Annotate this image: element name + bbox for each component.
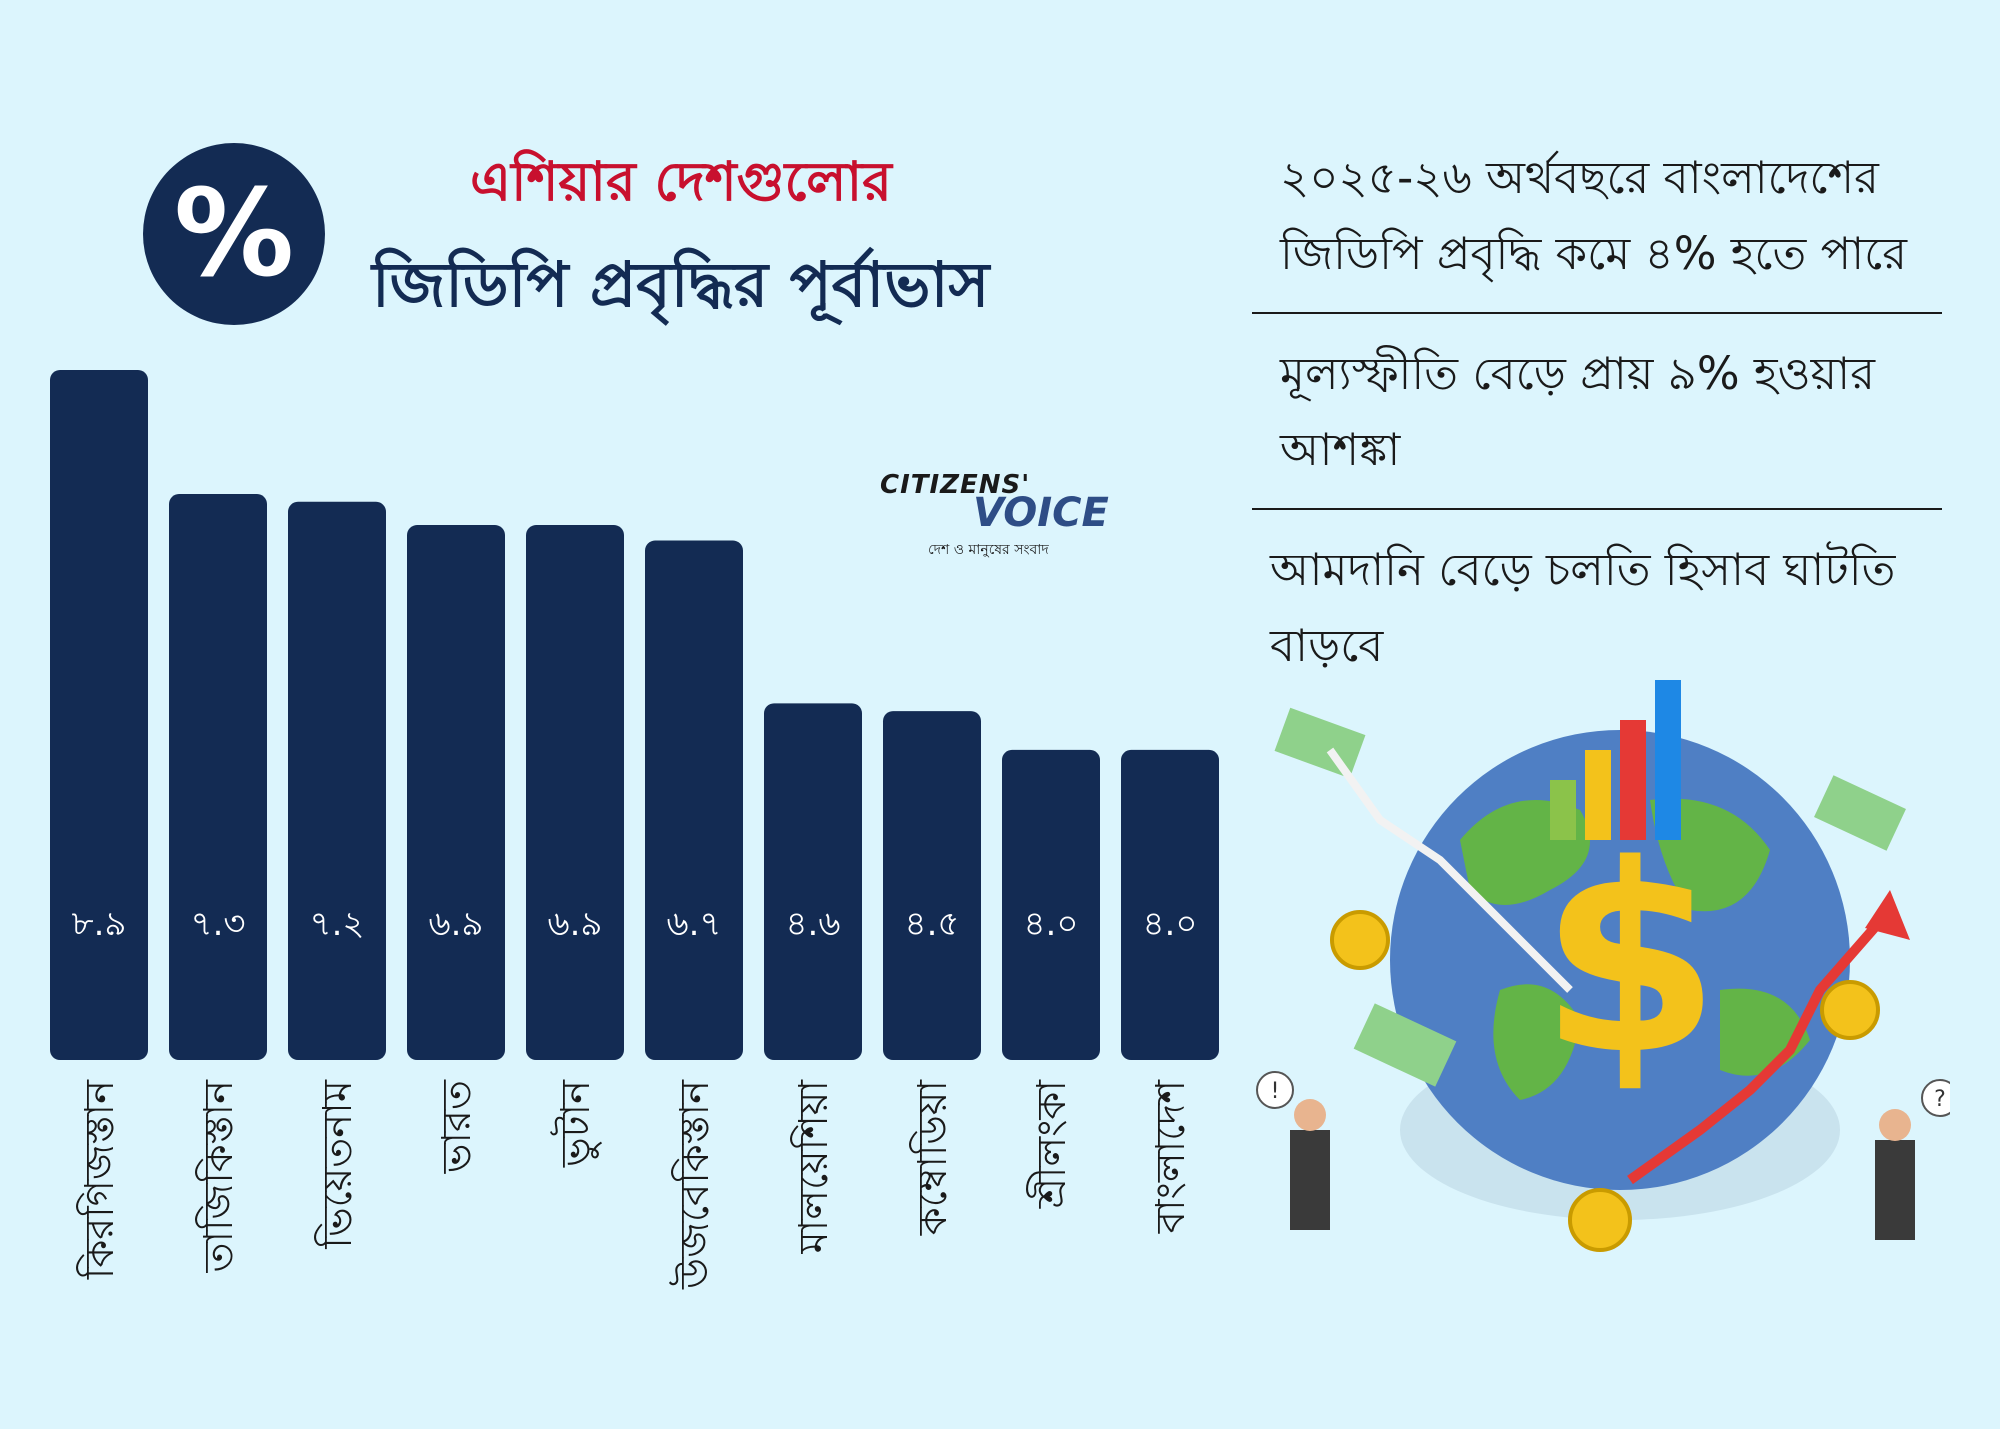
data-label-6: ৬.৭ <box>666 904 721 944</box>
bar-10 <box>1121 749 1219 1060</box>
category-label-3: ভিয়েতনাম <box>314 1079 361 1249</box>
businessman-left-icon <box>1290 1130 1330 1230</box>
coin-icon <box>1568 1188 1632 1252</box>
businessman-right-icon <box>1875 1140 1915 1240</box>
economy-globe-illustration: $ ! ? <box>1256 680 1950 1252</box>
data-label-9: ৪.০ <box>1024 904 1079 944</box>
trend-arrow-down-icon <box>1326 747 1573 993</box>
bar-6 <box>645 540 743 1060</box>
bar-3 <box>288 501 386 1061</box>
exclamation-bubble-icon <box>1256 1071 1294 1109</box>
point-1: ২০২৫-২৬ অর্থবছরে বাংলাদেশের জিডিপি প্রবৃ… <box>1280 151 1908 280</box>
businessman-head-icon <box>1294 1099 1326 1131</box>
citizens-voice-logo: CITIZENS' VOICE দেশ ও মানুষের সংবাদ <box>878 470 1109 560</box>
category-label-2: তাজিকিস্তান <box>195 1079 242 1274</box>
exclamation-icon: ! <box>1271 1079 1280 1104</box>
logo-line1: CITIZENS' <box>880 470 1031 500</box>
businessman-head-icon <box>1879 1109 1911 1141</box>
trend-arrow-up-icon <box>1627 906 1894 1185</box>
title-line2: জিডিপি প্রবৃদ্ধির পূর্বাভাস <box>372 248 990 321</box>
data-label-10: ৪.০ <box>1143 904 1198 944</box>
category-label-1: কিরগিজস্তান <box>76 1079 123 1280</box>
bar-icon <box>1585 750 1611 840</box>
bar-2 <box>169 494 267 1060</box>
bar-8 <box>883 711 981 1060</box>
bar-7 <box>764 703 862 1060</box>
data-label-2: ৭.৩ <box>190 904 245 944</box>
data-label-7: ৪.৬ <box>786 904 841 944</box>
logo-line2: VOICE <box>973 490 1109 536</box>
banknote-icon <box>1353 1003 1457 1087</box>
banknote-icon <box>1274 707 1366 779</box>
category-label-4: ভারত <box>434 1079 480 1174</box>
key-points: ২০২৫-২৬ অর্থবছরে বাংলাদেশের জিডিপি প্রবৃ… <box>1252 140 1942 704</box>
question-icon: ? <box>1934 1087 1946 1112</box>
divider <box>1252 508 1942 510</box>
percent-badge: % <box>143 143 325 325</box>
coin-icon <box>1330 910 1390 970</box>
continent-shape <box>1493 984 1580 1100</box>
data-label-1: ৮.৯ <box>72 904 127 944</box>
arrow-head-icon <box>1865 890 1910 940</box>
bar-icon <box>1655 680 1681 840</box>
coin-icon <box>1820 980 1880 1040</box>
bar-5 <box>526 525 624 1060</box>
question-bubble-icon <box>1921 1079 1950 1117</box>
category-label-7: মালয়েশিয়া <box>790 1079 837 1255</box>
bar-icon <box>1620 720 1646 840</box>
category-label-5: ভুটান <box>550 1079 601 1168</box>
title-line1: এশিয়ার দেশগুলোর <box>470 150 892 213</box>
bar-4 <box>407 525 505 1060</box>
percent-icon: % <box>173 164 295 304</box>
data-label-8: ৪.৫ <box>905 904 960 944</box>
data-label-5: ৬.৯ <box>548 904 603 944</box>
dollar-sign-icon: $ <box>1540 810 1721 1112</box>
point-3: আমদানি বেড়ে চলতি হিসাব ঘাটতি বাড়বে <box>1270 543 1896 672</box>
bar-icon <box>1550 780 1576 840</box>
logo-tagline: দেশ ও মানুষের সংবাদ <box>928 542 1049 558</box>
bar-9 <box>1002 749 1100 1060</box>
divider <box>1252 312 1942 314</box>
category-label-9: শ্রীলংকা <box>1026 1079 1075 1210</box>
category-label-8: কম্বোডিয়া <box>909 1079 956 1237</box>
banknote-icon <box>1814 775 1906 851</box>
category-label-6: উজবেকিস্তান <box>669 1079 718 1290</box>
bar-chart: ৮.৯ কিরগিজস্তান ৭.৩ তাজিকিস্তান ৭.২ ভিয়েতনাম… <box>50 370 1219 1290</box>
bar-1 <box>50 370 148 1060</box>
point-2: মূল্যস্ফীতি বেড়ে প্রায় ৯% হওয়ার আশঙ্ক… <box>1280 347 1875 476</box>
category-label-10: বাংলাদেশ <box>1148 1079 1194 1235</box>
data-label-3: ৭.২ <box>309 904 364 944</box>
data-label-4: ৬.৯ <box>429 904 484 944</box>
